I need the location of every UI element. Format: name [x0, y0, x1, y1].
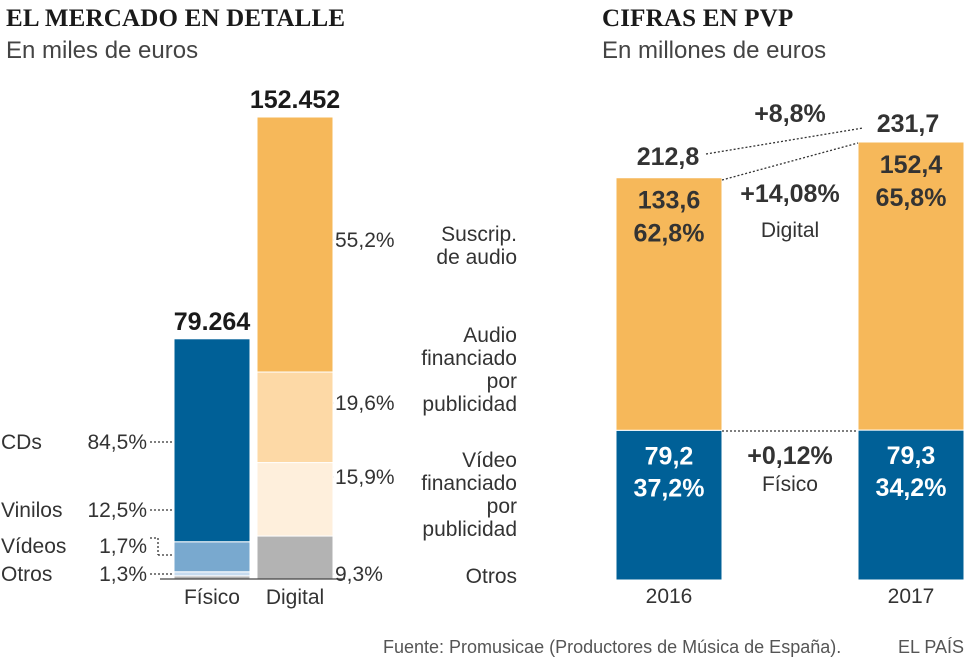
- pvp-bar-fisico-2017: [857, 429, 965, 581]
- right-chart-title: CIFRAS EN PVP: [602, 5, 794, 32]
- pvp-digital-pct-2017: 65,8%: [876, 184, 947, 212]
- pvp-fisico-pct-2017: 34,2%: [876, 474, 947, 502]
- bar-total-fisico: 79.264: [174, 308, 251, 336]
- left-chart-subtitle: En miles de euros: [6, 37, 199, 64]
- digital-label-otros: Otros: [466, 565, 517, 588]
- pvp-fisico-pct-2016: 37,2%: [634, 474, 705, 502]
- connector-digital: [721, 142, 859, 181]
- pvp-digital-value-2017: 152,4: [880, 151, 943, 179]
- pvp-total-2016: 212,8: [637, 143, 700, 171]
- pvp-bar-fisico-2016: [615, 429, 723, 581]
- pvp-fisico-change: +0,12%: [747, 442, 833, 470]
- bar-segment-digital-audio-financiado-por-publicidad: [256, 371, 334, 464]
- physical-label-cds: CDs: [1, 431, 42, 454]
- x-tick-label-fisico: Físico: [184, 586, 240, 609]
- pvp-fisico-value-2017: 79,3: [887, 442, 936, 470]
- digital-pct-audio-financiado-por-publicidad: 19,6%: [335, 392, 395, 415]
- digital-label-suscrip-de-audio: Suscrip. de audio: [436, 223, 517, 269]
- bar-segment-fisico-vinilos: [173, 541, 251, 573]
- physical-pct-otros: 1,3%: [99, 563, 147, 586]
- digital-pct-video-financiado-por-publicidad: 15,9%: [335, 466, 395, 489]
- pvp-bar-digital-2016: [615, 177, 723, 431]
- pvp-digital-label: Digital: [761, 219, 819, 242]
- bar-total-digital: 152.452: [250, 86, 340, 114]
- physical-label-videos: Vídeos: [1, 535, 66, 558]
- pvp-digital-pct-2016: 62,8%: [634, 220, 705, 248]
- physical-pct-vinilos: 12,5%: [87, 499, 147, 522]
- x-tick-label-2016: 2016: [646, 585, 693, 608]
- connector-total: [705, 127, 864, 155]
- physical-pct-videos: 1,7%: [99, 535, 147, 558]
- bar-segment-digital-otros: [256, 535, 334, 580]
- pvp-digital-value-2016: 133,6: [638, 187, 701, 215]
- digital-pct-otros: 9,3%: [335, 563, 383, 586]
- digital-label-audio-financiado-por-publicidad: Audio financiado por publicidad: [421, 324, 517, 416]
- brand-logo-text: EL PAÍS: [898, 637, 965, 657]
- source-note: Fuente: Promusicae (Productores de Músic…: [383, 637, 842, 657]
- bar-segment-fisico-videos: [173, 571, 251, 577]
- bar-segment-digital-suscrip-de-audio: [256, 116, 334, 373]
- pvp-digital-change: +14,08%: [740, 180, 839, 208]
- pvp-fisico-value-2016: 79,2: [645, 442, 694, 470]
- bar-segment-digital-video-financiado-por-publicidad: [256, 462, 334, 537]
- left-chart-title: EL MERCADO EN DETALLE: [6, 5, 346, 32]
- physical-pct-cds: 84,5%: [87, 431, 147, 454]
- digital-label-video-financiado-por-publicidad: Vídeo financiado por publicidad: [421, 449, 517, 541]
- bar-segment-fisico-cds: [173, 338, 251, 543]
- x-tick-label-2017: 2017: [888, 585, 935, 608]
- pvp-total-change: +8,8%: [754, 100, 826, 128]
- pvp-bar-digital-2017: [857, 141, 965, 431]
- digital-pct-suscrip-de-audio: 55,2%: [335, 229, 395, 252]
- physical-label-vinilos: Vinilos: [1, 499, 62, 522]
- x-tick-label-digital: Digital: [266, 586, 324, 609]
- right-chart-subtitle: En millones de euros: [602, 37, 827, 64]
- pvp-total-2017: 231,7: [877, 110, 940, 138]
- pvp-fisico-label: Físico: [762, 473, 818, 496]
- physical-label-otros: Otros: [1, 563, 52, 586]
